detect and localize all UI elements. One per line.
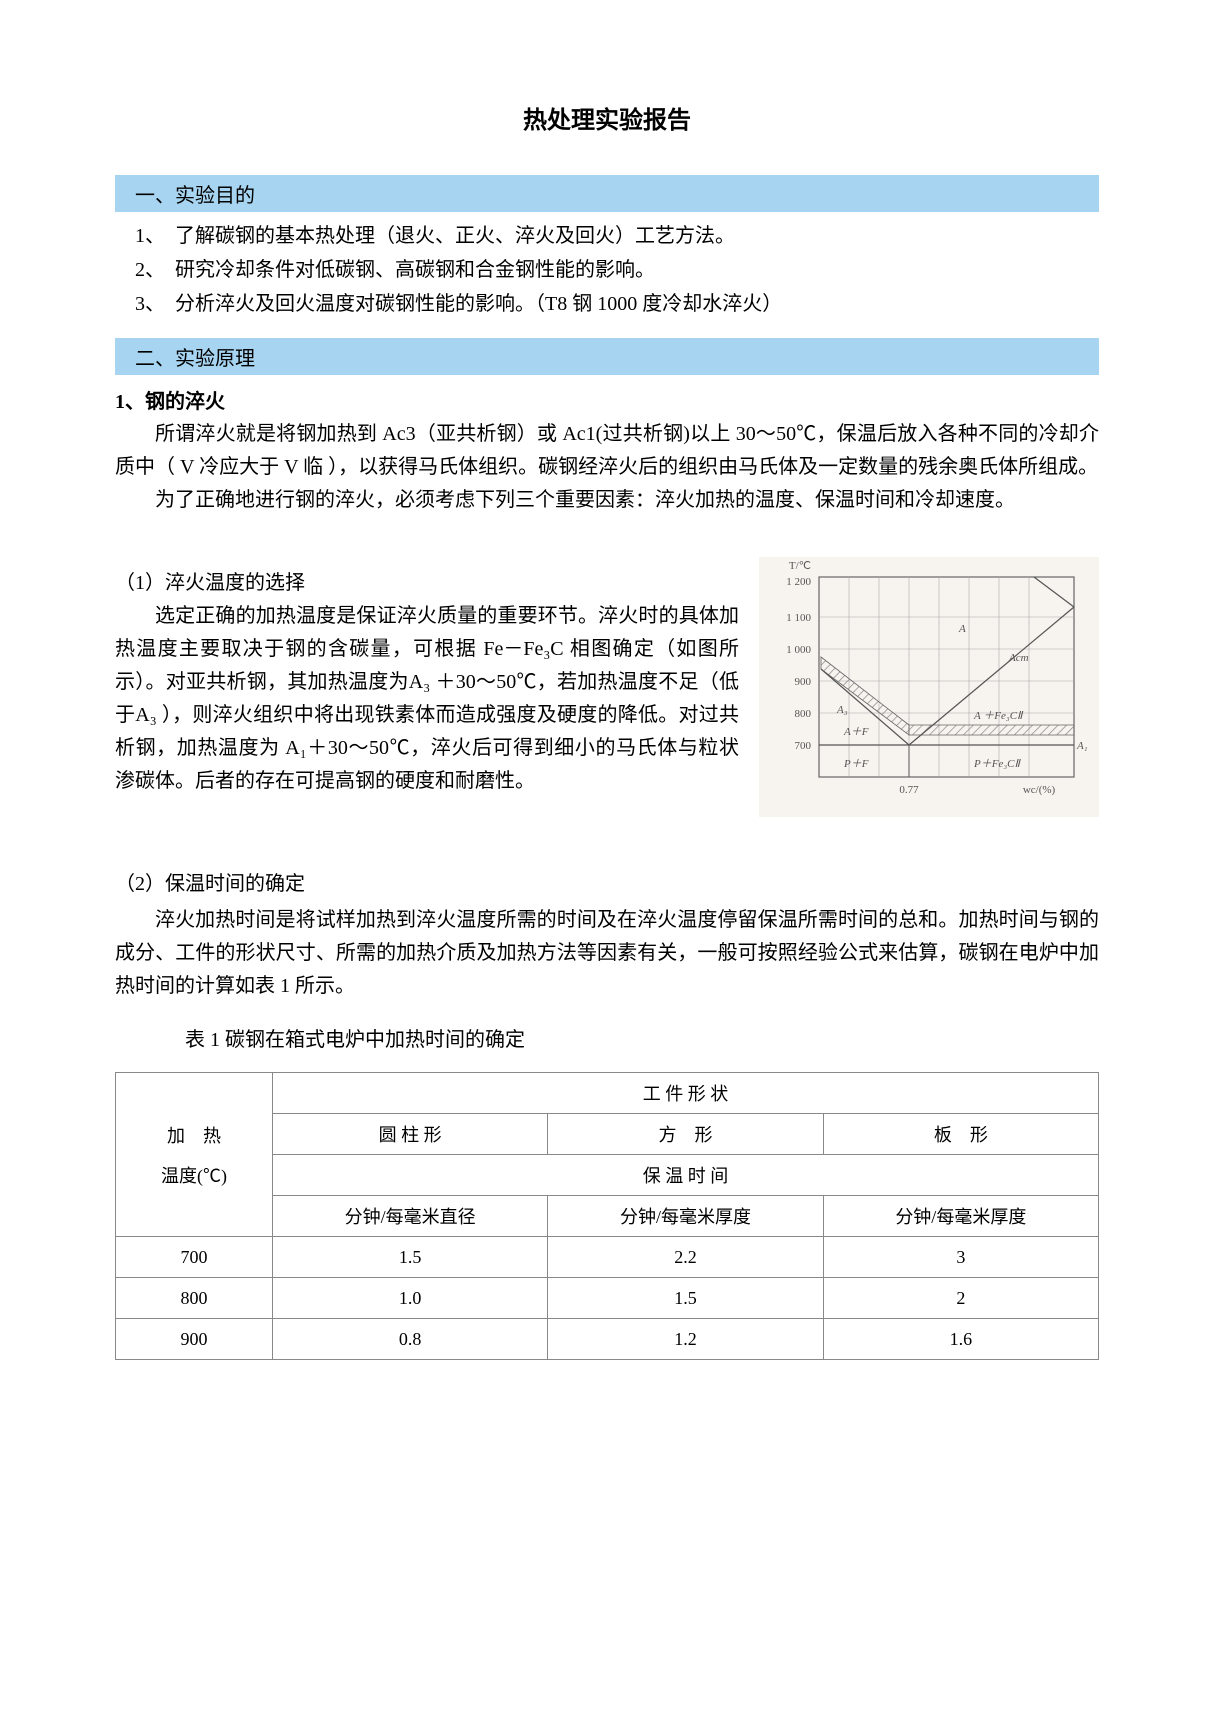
- table-cell: 800: [116, 1278, 273, 1319]
- table-cell: 3: [823, 1237, 1098, 1278]
- section-header-2: 二、实验原理: [115, 338, 1099, 375]
- region-label: A₁: [1076, 740, 1088, 752]
- region-label: P＋Fe₃CⅡ: [973, 758, 1021, 770]
- y-axis-label: T/℃: [789, 560, 811, 572]
- region-label: A₃: [836, 704, 848, 716]
- subsection-title: 1、钢的淬火: [115, 385, 1099, 414]
- table-row: 900 0.8 1.2 1.6: [116, 1319, 1099, 1360]
- table-cell: 0.8: [273, 1319, 548, 1360]
- section-header-1: 一、实验目的: [115, 175, 1099, 212]
- table-cell: 分钟/每毫米厚度: [823, 1196, 1098, 1237]
- paragraph: 淬火加热时间是将试样加热到淬火温度所需的时间及在淬火温度停留保温所需时间的总和。…: [115, 904, 1099, 1003]
- objective-item: 3、 分析淬火及回火温度对碳钢性能的影响。（T8 钢 1000 度冷却水淬火）: [115, 288, 1099, 320]
- y-tick: 800: [795, 708, 812, 720]
- table-cell: 板 形: [823, 1114, 1098, 1155]
- table-cell: 分钟/每毫米厚度: [548, 1196, 823, 1237]
- y-tick: 1 000: [786, 644, 811, 656]
- table-cell: 1.0: [273, 1278, 548, 1319]
- phase-diagram: 700 800 900 1 000 1 100 1 200 T/℃ 0.77 w…: [759, 557, 1099, 817]
- table-cell: 方 形: [548, 1114, 823, 1155]
- header-text: 温度(℃): [124, 1162, 264, 1188]
- content-with-figure: 700 800 900 1 000 1 100 1 200 T/℃ 0.77 w…: [115, 567, 1099, 817]
- y-tick: 1 100: [786, 612, 811, 624]
- y-tick: 900: [795, 676, 812, 688]
- region-label: A: [958, 623, 966, 635]
- paragraph: 所谓淬火就是将钢加热到 Ac3（亚共析钢）或 Ac1(过共析钢)以上 30～50…: [115, 418, 1099, 484]
- document-page: 热处理实验报告 一、实验目的 1、 了解碳钢的基本热处理（退火、正火、淬火及回火…: [0, 0, 1214, 1440]
- objective-item: 1、 了解碳钢的基本热处理（退火、正火、淬火及回火）工艺方法。: [115, 220, 1099, 252]
- region-label: A＋F: [843, 726, 869, 738]
- table-header-left: 加 热 温度(℃): [116, 1073, 273, 1237]
- table-header: 工 件 形 状: [273, 1073, 1099, 1114]
- table-cell: 900: [116, 1319, 273, 1360]
- page-title: 热处理实验报告: [115, 100, 1099, 135]
- table-cell: 2: [823, 1278, 1098, 1319]
- region-label: Acm: [1008, 652, 1029, 664]
- x-tick: 0.77: [899, 784, 919, 796]
- table-row: 加 热 温度(℃) 工 件 形 状: [116, 1073, 1099, 1114]
- table-cell: 1.2: [548, 1319, 823, 1360]
- objective-item: 2、 研究冷却条件对低碳钢、高碳钢和合金钢性能的影响。: [115, 254, 1099, 286]
- table-header: 保 温 时 间: [273, 1155, 1099, 1196]
- table-cell: 1.5: [273, 1237, 548, 1278]
- subheading: （2）保温时间的确定: [115, 867, 1099, 896]
- table-cell: 1.5: [548, 1278, 823, 1319]
- table-cell: 圆 柱 形: [273, 1114, 548, 1155]
- header-text: 加 热: [124, 1122, 264, 1148]
- table-cell: 700: [116, 1237, 273, 1278]
- table-cell: 1.6: [823, 1319, 1098, 1360]
- table-row: 800 1.0 1.5 2: [116, 1278, 1099, 1319]
- heating-time-table: 加 热 温度(℃) 工 件 形 状 圆 柱 形 方 形 板 形 保 温 时 间 …: [115, 1072, 1099, 1360]
- table-row: 700 1.5 2.2 3: [116, 1237, 1099, 1278]
- region-label: A ＋Fe₃CⅡ: [973, 710, 1024, 722]
- table-cell: 分钟/每毫米直径: [273, 1196, 548, 1237]
- x-axis-label: wc/(%): [1023, 784, 1056, 796]
- region-label: P＋F: [843, 758, 869, 770]
- table-caption: 表 1 碳钢在箱式电炉中加热时间的确定: [185, 1023, 1099, 1052]
- paragraph: 为了正确地进行钢的淬火，必须考虑下列三个重要因素：淬火加热的温度、保温时间和冷却…: [115, 484, 1099, 517]
- y-tick: 1 200: [786, 576, 811, 588]
- table-cell: 2.2: [548, 1237, 823, 1278]
- y-tick: 700: [795, 740, 812, 752]
